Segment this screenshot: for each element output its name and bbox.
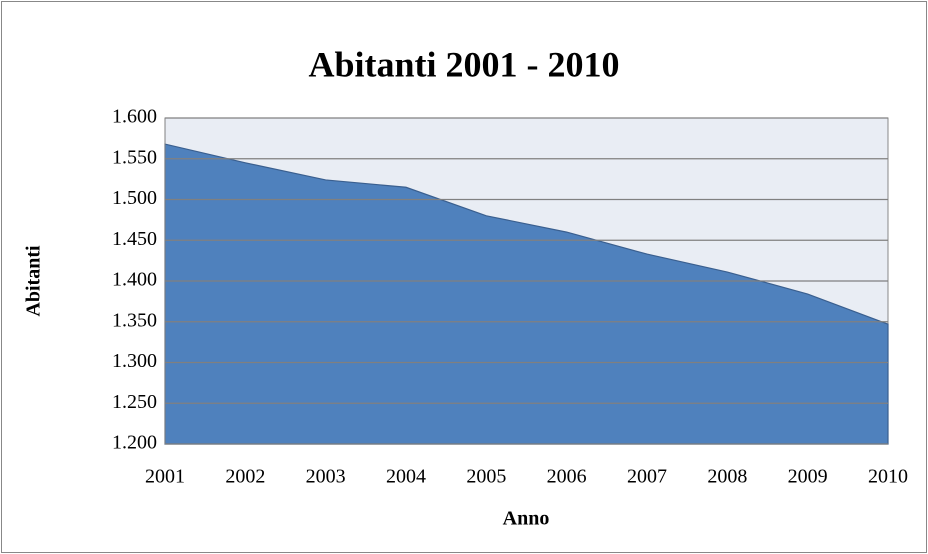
y-axis-label: Abitanti — [23, 245, 45, 317]
y-tick-label: 1.350 — [112, 309, 157, 331]
x-tick-label: 2005 — [466, 466, 506, 488]
y-tick-label: 1.300 — [112, 350, 157, 372]
y-tick-label: 1.600 — [112, 106, 157, 128]
y-tick-label: 1.450 — [112, 228, 157, 250]
area — [164, 143, 889, 445]
y-tick-label: 1.200 — [112, 432, 157, 454]
y-tick-label: 1.500 — [112, 187, 157, 209]
y-tick-label: 1.550 — [112, 146, 157, 168]
chart-title: Abitanti 2001 - 2010 — [308, 44, 619, 84]
x-tick-label: 2004 — [386, 466, 426, 488]
x-tick-label: 2007 — [627, 466, 667, 488]
x-tick-label: 2009 — [788, 466, 828, 488]
x-tick-label: 2006 — [547, 466, 587, 488]
y-tick-label: 1.400 — [112, 269, 157, 291]
x-tick-label: 2001 — [145, 466, 185, 488]
x-axis-label: Anno — [503, 508, 550, 530]
x-tick-label: 2008 — [707, 466, 747, 488]
x-tick-label: 2003 — [306, 466, 346, 488]
x-tick-label: 2010 — [868, 466, 908, 488]
y-tick-label: 1.250 — [112, 391, 157, 413]
x-tick-label: 2002 — [225, 466, 265, 488]
